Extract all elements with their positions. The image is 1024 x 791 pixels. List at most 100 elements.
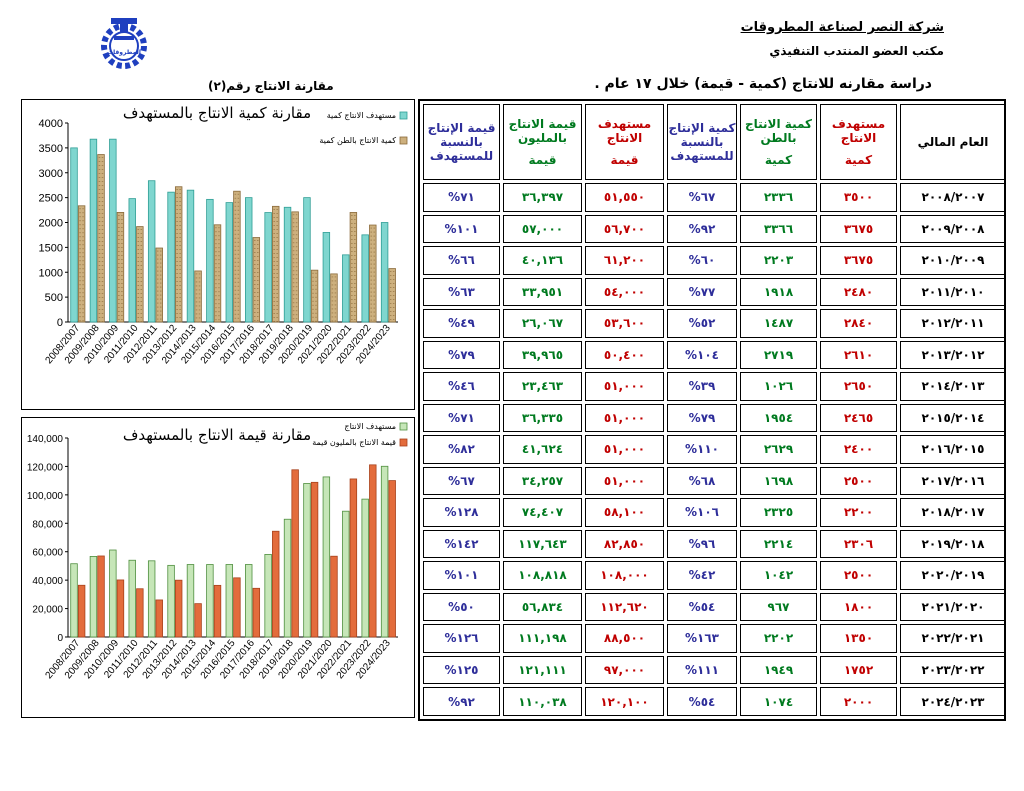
bar-actual — [369, 464, 377, 638]
cell-val-pct: %١٠١ — [423, 214, 500, 244]
cell-actual-qty: ٢٦٢٩ — [740, 435, 817, 464]
header-actual-val-top: قيمة الانتاج بالمليون — [508, 117, 577, 145]
cell-target-val: ٨٢,٨٥٠ — [585, 529, 664, 559]
y-tick-label: 1500 — [39, 242, 63, 254]
y-tick-label: 1000 — [39, 267, 63, 279]
header-target-val-top: مستهدف الانتاج — [597, 117, 652, 145]
cell-year: ٢٠١٤/٢٠١٣ — [900, 372, 1006, 401]
cell-year: ٢٠٠٨/٢٠٠٧ — [900, 183, 1006, 212]
cell-target-qty: ٢٦٥٠ — [820, 372, 897, 401]
cell-target-qty: ٢٠٠٠ — [820, 687, 897, 716]
legend-swatch — [399, 111, 408, 120]
table-row: ٢٠٢٠/٢٠١٩ ٢٥٠٠ ١٠٤٢ %٤٢ ١٠٨,٠٠٠ ١٠٨,٨١٨ %١٠١ — [423, 561, 1006, 590]
legend-label: مستهدف الانتاج — [344, 422, 396, 431]
table-row: ٢٠١٦/٢٠١٥ ٢٤٠٠ ٢٦٢٩ %١١٠ ٥١,٠٠٠ ٤١,٦٢٤ %٨٢ — [423, 435, 1006, 464]
logo-text: المطروقات — [107, 49, 141, 56]
cell-actual-val: ٣٤,٢٥٧ — [503, 466, 582, 496]
bar-target — [264, 212, 272, 323]
study-title: دراسة مقارنه للانتاج (كمية - قيمة) خلال … — [594, 76, 932, 92]
cell-target-val: ٥٠,٤٠٠ — [585, 340, 664, 370]
cell-actual-val: ٥٧,٠٠٠ — [503, 214, 582, 244]
bar-actual — [77, 584, 86, 638]
cell-target-qty: ٣٥٠٠ — [820, 183, 897, 212]
cell-target-val: ١٢٠,١٠٠ — [585, 687, 664, 716]
legend-swatch — [399, 136, 408, 145]
cell-qty-pct: %٥٤ — [667, 687, 737, 716]
bar-target — [303, 483, 311, 638]
bar-actual — [388, 268, 396, 323]
quantity-chart: 050010001500200025003000350040002008/200… — [39, 104, 408, 366]
header-actual-val: قيمة الانتاج بالمليون قيمة — [503, 104, 582, 180]
cell-actual-qty: ٩٦٧ — [740, 592, 817, 622]
bar-target — [283, 518, 292, 638]
cell-target-qty: ٢٣٠٦ — [820, 529, 897, 559]
cell-val-pct: %١٢٥ — [423, 655, 500, 685]
cell-qty-pct: %٧٧ — [667, 277, 737, 307]
header-actual-val-sub: قيمة — [528, 153, 557, 167]
cell-target-val: ٥١,٥٥٠ — [585, 183, 664, 212]
bar-target — [70, 147, 78, 323]
cell-target-val: ٦١,٢٠٠ — [585, 246, 664, 275]
cell-year: ٢٠١٦/٢٠١٥ — [900, 435, 1006, 464]
y-tick-label: 3500 — [39, 143, 63, 155]
cell-qty-pct: %٦٨ — [667, 466, 737, 496]
bar-target — [206, 564, 214, 638]
header-val-pct: قيمة الإنتاج بالنسبة للمستهدف — [423, 104, 500, 180]
bar-target — [380, 222, 389, 323]
table-row: ٢٠٢٣/٢٠٢٢ ١٧٥٢ ١٩٤٩ %١١١ ٩٧,٠٠٠ ١٢١,١١١ %١٢٥ — [423, 655, 1006, 685]
cell-target-qty: ١٣٥٠ — [820, 624, 897, 653]
header-target-qty: مستهدف الانتاج كمية — [820, 104, 897, 180]
cell-year: ٢٠١٣/٢٠١٢ — [900, 340, 1006, 370]
bar-actual — [330, 273, 338, 323]
bar-actual — [272, 530, 280, 638]
cell-target-val: ٥٦,٧٠٠ — [585, 214, 664, 244]
bar-actual — [213, 224, 222, 323]
legend-label: كمية الانتاج بالطن كمية — [319, 136, 396, 145]
value-chart: 0 20,000 40,000 60,000 80,000 100,000 120,000 1… — [27, 422, 408, 681]
cell-year: ٢٠١١/٢٠١٠ — [900, 277, 1006, 307]
cell-val-pct: %٥٠ — [423, 592, 500, 622]
bar-actual — [97, 555, 105, 638]
table-row: ٢٠٢٤/٢٠٢٣ ٢٠٠٠ ١٠٧٤ %٥٤ ١٢٠,١٠٠ ١١٠,٠٣٨ %٩٢ — [423, 687, 1006, 716]
bar-actual — [213, 584, 222, 638]
bar-actual — [233, 190, 241, 323]
cell-target-val: ٥١,٠٠٠ — [585, 372, 664, 401]
cell-qty-pct: %٦٧ — [667, 183, 737, 212]
y-tick-label: 40,000 — [32, 576, 63, 587]
y-tick-label: 0 — [57, 317, 63, 329]
cell-actual-val: ٣٦,٣٩٧ — [503, 183, 582, 212]
cell-val-pct: %٧٩ — [423, 340, 500, 370]
y-tick-label: 3000 — [39, 168, 63, 180]
bar-actual — [194, 603, 202, 638]
cell-actual-qty: ١٩١٨ — [740, 277, 817, 307]
table-row: ٢٠٠٩/٢٠٠٨ ٣٦٧٥ ٣٣٦٦ %٩٢ ٥٦,٧٠٠ ٥٧,٠٠٠ %١٠١ — [423, 214, 1006, 244]
header-target-val: مستهدف الانتاج قيمة — [585, 104, 664, 180]
bar-target — [283, 206, 292, 323]
y-tick-label: 140,000 — [27, 434, 64, 445]
quantity-chart-panel: 0 500 1000 1500 2000 2500 3000 3500 4000 2008/200… — [21, 99, 415, 410]
cell-val-pct: %٩٢ — [423, 687, 500, 716]
y-tick-label: 80,000 — [32, 519, 63, 530]
cell-target-val: ١٠٨,٠٠٠ — [585, 561, 664, 590]
header-target-val-sub: قيمة — [610, 153, 639, 167]
cell-target-val: ٥٤,٠٠٠ — [585, 277, 664, 307]
cell-actual-val: ٧٤,٤٠٧ — [503, 498, 582, 527]
bar-target — [167, 191, 175, 323]
bar-target — [206, 198, 214, 323]
cell-year: ٢٠١٥/٢٠١٤ — [900, 403, 1006, 433]
cell-year: ٢٠١٨/٢٠١٧ — [900, 498, 1006, 527]
cell-actual-val: ١١٠,٠٣٨ — [503, 687, 582, 716]
bar-target — [225, 202, 234, 323]
cell-target-qty: ٢٢٠٠ — [820, 498, 897, 527]
bar-target — [109, 138, 117, 323]
legend-swatch — [399, 438, 408, 447]
bar-actual — [174, 579, 183, 638]
y-tick-label: 2000 — [39, 218, 63, 230]
bar-target — [186, 564, 195, 638]
y-tick-label: 60,000 — [32, 548, 63, 559]
cell-actual-qty: ٢٢٠٢ — [740, 624, 817, 653]
cell-actual-val: ٥٦,٨٣٤ — [503, 592, 582, 622]
bar-target — [109, 549, 117, 638]
bar-target — [245, 564, 253, 638]
y-tick-label: 4000 — [39, 118, 63, 130]
